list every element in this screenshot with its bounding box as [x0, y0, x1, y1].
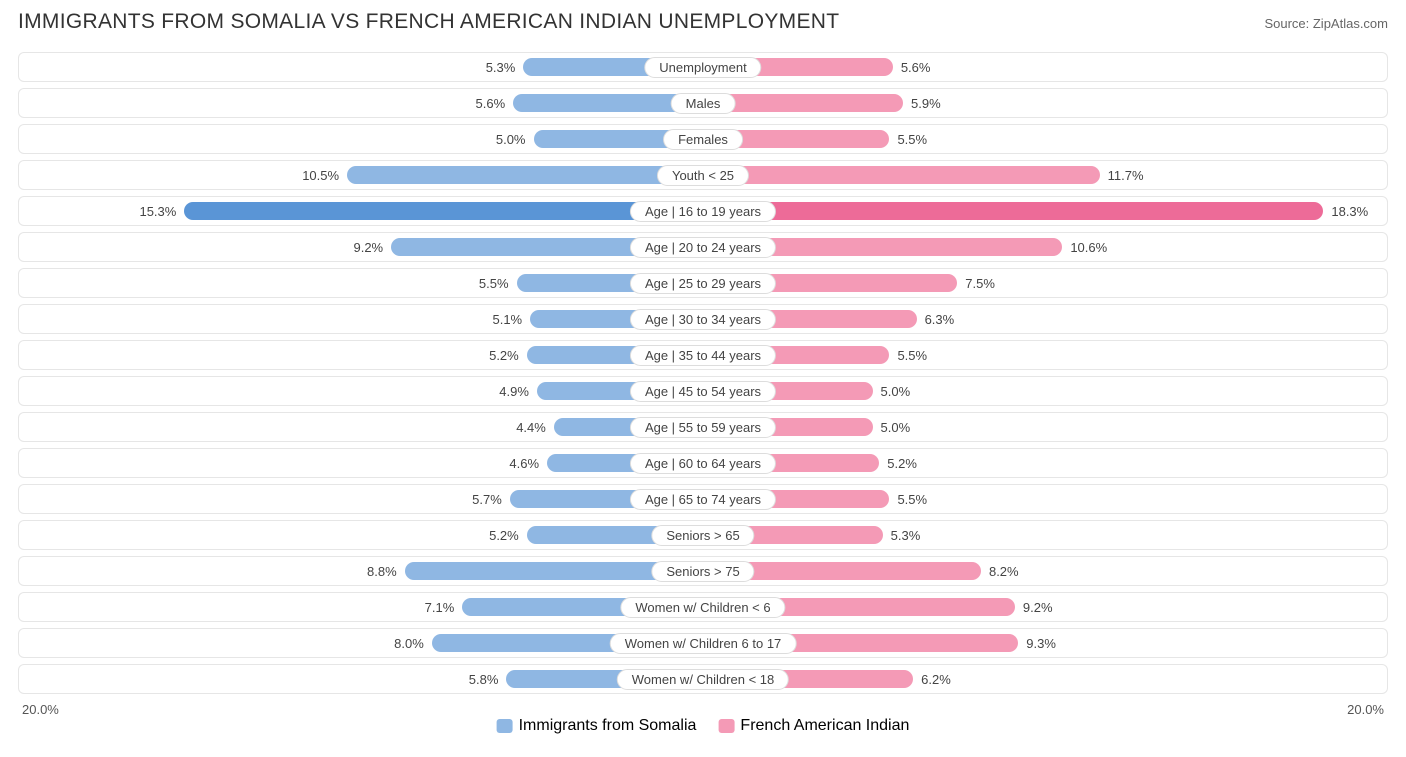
value-right: 5.5%: [889, 132, 935, 147]
chart-row: 4.9% 5.0% Age | 45 to 54 years: [18, 376, 1388, 406]
bar-right: [703, 166, 1100, 184]
value-right: 5.6%: [893, 60, 939, 75]
source-attribution: Source: ZipAtlas.com: [1264, 16, 1388, 31]
value-right: 8.2%: [981, 564, 1027, 579]
value-right: 5.0%: [873, 384, 919, 399]
legend-label-right: French American Indian: [740, 717, 909, 735]
source-prefix: Source:: [1264, 16, 1312, 31]
chart-title: IMMIGRANTS FROM SOMALIA VS FRENCH AMERIC…: [18, 10, 839, 34]
category-label: Seniors > 75: [651, 561, 754, 582]
legend-label-left: Immigrants from Somalia: [519, 717, 697, 735]
value-left: 8.8%: [359, 564, 405, 579]
value-right: 9.2%: [1015, 600, 1061, 615]
chart-row: 5.2% 5.3% Seniors > 65: [18, 520, 1388, 550]
legend-item-right: French American Indian: [718, 717, 909, 735]
value-left: 5.7%: [464, 492, 510, 507]
value-left: 4.6%: [501, 456, 547, 471]
category-label: Age | 16 to 19 years: [630, 201, 776, 222]
value-right: 6.2%: [913, 672, 959, 687]
source-name: ZipAtlas.com: [1313, 16, 1388, 31]
value-left: 5.1%: [484, 312, 530, 327]
value-left: 5.5%: [471, 276, 517, 291]
category-label: Women w/ Children < 6: [620, 597, 785, 618]
value-left: 8.0%: [386, 636, 432, 651]
chart-row: 5.7% 5.5% Age | 65 to 74 years: [18, 484, 1388, 514]
value-right: 7.5%: [957, 276, 1003, 291]
axis-max-left: 20.0%: [18, 702, 703, 717]
diverging-bar-chart: 5.3% 5.6% Unemployment 5.6% 5.9% Males 5.0% 5.5…: [18, 52, 1388, 694]
axis-max-right: 20.0%: [703, 702, 1388, 717]
value-right: 5.5%: [889, 348, 935, 363]
chart-row: 15.3% 18.3% Age | 16 to 19 years: [18, 196, 1388, 226]
value-right: 5.2%: [879, 456, 925, 471]
value-left: 5.0%: [488, 132, 534, 147]
category-label: Age | 45 to 54 years: [630, 381, 776, 402]
chart-row: 4.6% 5.2% Age | 60 to 64 years: [18, 448, 1388, 478]
chart-row: 8.0% 9.3% Women w/ Children 6 to 17: [18, 628, 1388, 658]
chart-row: 5.6% 5.9% Males: [18, 88, 1388, 118]
value-left: 15.3%: [131, 204, 184, 219]
value-left: 5.6%: [468, 96, 514, 111]
value-left: 5.3%: [478, 60, 524, 75]
category-label: Youth < 25: [657, 165, 749, 186]
category-label: Seniors > 65: [651, 525, 754, 546]
value-left: 5.2%: [481, 528, 527, 543]
chart-row: 5.3% 5.6% Unemployment: [18, 52, 1388, 82]
chart-row: 5.8% 6.2% Women w/ Children < 18: [18, 664, 1388, 694]
bar-left: [184, 202, 703, 220]
chart-row: 4.4% 5.0% Age | 55 to 59 years: [18, 412, 1388, 442]
category-label: Age | 25 to 29 years: [630, 273, 776, 294]
value-left: 7.1%: [417, 600, 463, 615]
legend-swatch-right: [718, 719, 734, 733]
category-label: Males: [671, 93, 736, 114]
value-right: 6.3%: [917, 312, 963, 327]
category-label: Age | 30 to 34 years: [630, 309, 776, 330]
value-right: 11.7%: [1100, 168, 1152, 183]
category-label: Age | 60 to 64 years: [630, 453, 776, 474]
chart-row: 5.0% 5.5% Females: [18, 124, 1388, 154]
category-label: Women w/ Children < 18: [617, 669, 789, 690]
value-right: 10.6%: [1062, 240, 1115, 255]
chart-row: 5.2% 5.5% Age | 35 to 44 years: [18, 340, 1388, 370]
bar-right: [703, 202, 1323, 220]
value-right: 5.9%: [903, 96, 949, 111]
category-label: Women w/ Children 6 to 17: [610, 633, 797, 654]
category-label: Age | 20 to 24 years: [630, 237, 776, 258]
value-left: 9.2%: [345, 240, 391, 255]
value-right: 18.3%: [1323, 204, 1376, 219]
chart-row: 9.2% 10.6% Age | 20 to 24 years: [18, 232, 1388, 262]
category-label: Unemployment: [644, 57, 761, 78]
category-label: Age | 55 to 59 years: [630, 417, 776, 438]
chart-row: 5.5% 7.5% Age | 25 to 29 years: [18, 268, 1388, 298]
value-left: 4.4%: [508, 420, 554, 435]
value-left: 10.5%: [294, 168, 347, 183]
category-label: Age | 65 to 74 years: [630, 489, 776, 510]
category-label: Age | 35 to 44 years: [630, 345, 776, 366]
value-right: 5.3%: [883, 528, 929, 543]
value-right: 5.0%: [873, 420, 919, 435]
category-label: Females: [663, 129, 743, 150]
value-left: 5.8%: [461, 672, 507, 687]
chart-row: 5.1% 6.3% Age | 30 to 34 years: [18, 304, 1388, 334]
chart-row: 8.8% 8.2% Seniors > 75: [18, 556, 1388, 586]
legend-swatch-left: [497, 719, 513, 733]
value-left: 5.2%: [481, 348, 527, 363]
value-right: 9.3%: [1018, 636, 1064, 651]
legend-item-left: Immigrants from Somalia: [497, 717, 697, 735]
legend: Immigrants from Somalia French American …: [497, 717, 910, 735]
chart-row: 7.1% 9.2% Women w/ Children < 6: [18, 592, 1388, 622]
chart-row: 10.5% 11.7% Youth < 25: [18, 160, 1388, 190]
value-right: 5.5%: [889, 492, 935, 507]
value-left: 4.9%: [491, 384, 537, 399]
bar-left: [347, 166, 703, 184]
